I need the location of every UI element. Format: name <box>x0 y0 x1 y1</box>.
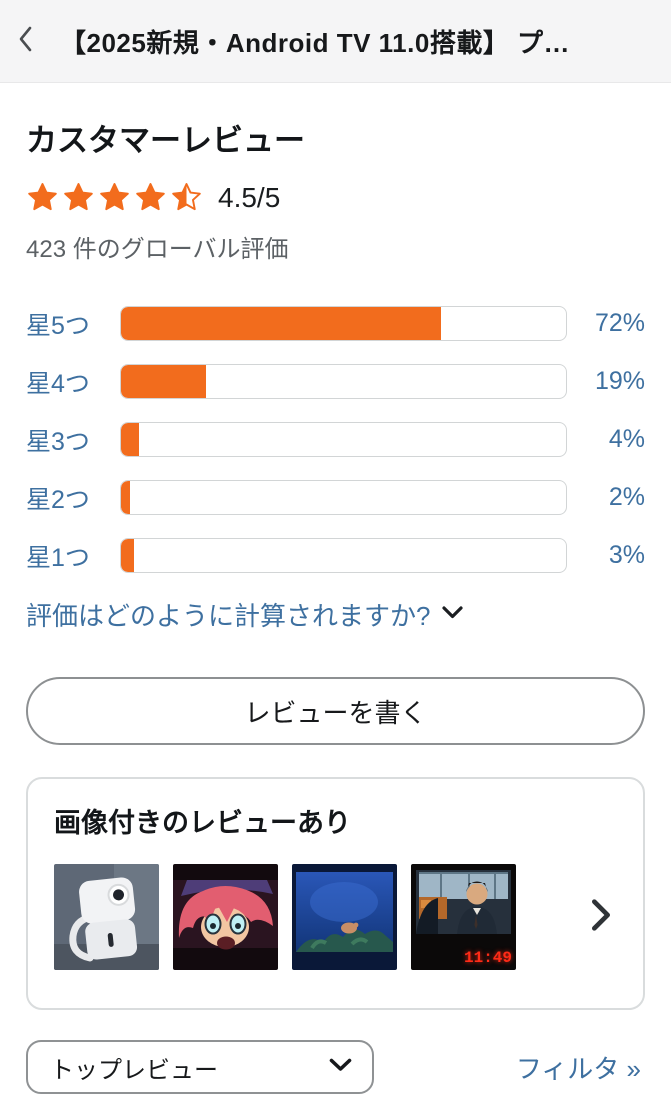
chevron-down-icon <box>442 605 464 624</box>
reviews-list-controls: トップレビュー フィルタ » <box>26 1040 645 1094</box>
rating-percent-1[interactable]: 3% <box>608 541 645 569</box>
review-thumbnail-underwater-scene[interactable] <box>292 864 397 970</box>
rating-bar-row-3star: 星3つ 4% <box>26 422 645 457</box>
more-images-button[interactable] <box>591 898 617 937</box>
star-filter-link-3[interactable]: 星3つ <box>26 427 90 456</box>
star-full-icon <box>28 183 57 211</box>
rating-bar-2[interactable] <box>120 480 567 515</box>
review-thumbnail-projector[interactable] <box>54 864 159 970</box>
how-ratings-calculated-label: 評価はどのように計算されますか? <box>26 601 431 631</box>
star-filter-link-4[interactable]: 星4つ <box>26 369 90 398</box>
chevron-right-icon <box>591 898 611 937</box>
star-half-icon <box>172 183 201 211</box>
rating-bar-fill-1 <box>121 539 135 572</box>
star-rating: 4.5/5 <box>26 181 645 214</box>
rating-bar-fill-3 <box>121 423 139 456</box>
write-review-button[interactable]: レビューを書く <box>26 677 645 745</box>
rating-percent-3[interactable]: 4% <box>608 425 645 453</box>
back-button[interactable] <box>18 21 52 61</box>
star-full-icon <box>136 183 165 211</box>
rating-bar-4[interactable] <box>120 364 567 399</box>
image-reviews-heading: 画像付きのレビューあり <box>54 808 351 838</box>
review-thumbnail-tv-scene[interactable]: 11:49 <box>411 864 516 970</box>
rating-value: 4.5/5 <box>218 181 281 213</box>
star-full-icon <box>100 183 129 211</box>
filter-link[interactable]: フィルタ » <box>515 1053 641 1084</box>
rating-bar-row-5star: 星5つ 72% <box>26 306 645 341</box>
sort-selected-value: トップレビュー <box>50 1056 218 1084</box>
led-clock-time: 11:49 <box>463 949 512 967</box>
rating-bar-fill-5 <box>121 307 442 340</box>
rating-percent-4[interactable]: 19% <box>594 367 645 395</box>
app-header: 【2025新規・Android TV 11.0搭載】 プ… <box>0 0 671 83</box>
global-ratings-count: 423 件のグローバル評価 <box>26 236 289 263</box>
review-thumbnail-anime-scene[interactable] <box>173 864 278 970</box>
review-thumbnails-row: 11:49 <box>54 864 617 970</box>
rating-bar-row-2star: 星2つ 2% <box>26 480 645 515</box>
star-filter-link-5[interactable]: 星5つ <box>26 311 90 340</box>
rating-bar-fill-4 <box>121 365 206 398</box>
rating-bar-row-1star: 星1つ 3% <box>26 538 645 573</box>
rating-bar-1[interactable] <box>120 538 567 573</box>
ratings-histogram: 星5つ 72% 星4つ 19% 星3つ 4% 星2つ 2% 星1つ 3% <box>26 306 645 573</box>
chevron-down-icon <box>329 1058 352 1077</box>
rating-bar-row-4star: 星4つ 19% <box>26 364 645 399</box>
chevron-left-icon <box>18 26 33 57</box>
product-title: 【2025新規・Android TV 11.0搭載】 プ… <box>60 27 571 58</box>
sort-dropdown[interactable]: トップレビュー <box>26 1040 374 1094</box>
rating-percent-5[interactable]: 72% <box>594 309 645 337</box>
star-filter-link-2[interactable]: 星2つ <box>26 485 90 514</box>
how-ratings-calculated-toggle[interactable]: 評価はどのように計算されますか? <box>26 596 645 633</box>
rating-bar-5[interactable] <box>120 306 567 341</box>
rating-bar-fill-2 <box>121 481 130 514</box>
rating-percent-2[interactable]: 2% <box>608 483 645 511</box>
rating-bar-3[interactable] <box>120 422 567 457</box>
page-title: カスタマーレビュー <box>26 123 305 158</box>
image-reviews-card: 画像付きのレビューあり <box>26 777 645 1010</box>
star-filter-link-1[interactable]: 星1つ <box>26 543 90 572</box>
star-full-icon <box>64 183 93 211</box>
